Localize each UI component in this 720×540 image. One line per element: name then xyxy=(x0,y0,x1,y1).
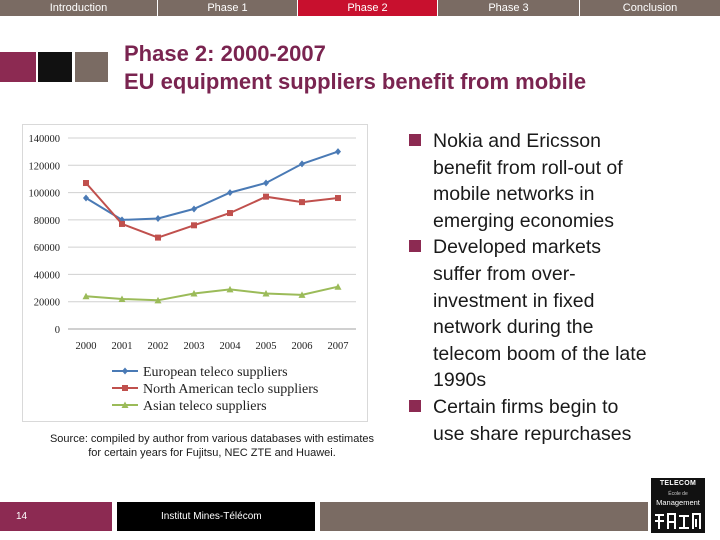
bullet-line: use share repurchases xyxy=(433,422,632,445)
chart-point-diamond xyxy=(83,194,89,202)
chart-x-tick-label: 2002 xyxy=(148,341,169,352)
chart-x-tick-label: 2005 xyxy=(256,341,277,352)
bullet-line: benefit from roll-out of xyxy=(433,156,623,179)
chart-point-square xyxy=(122,385,128,391)
chart-y-tick-label: 100000 xyxy=(29,189,61,200)
chart-series-line xyxy=(85,150,339,221)
chart-point-triangle xyxy=(226,285,234,293)
chart-series-line xyxy=(85,285,339,302)
chart-y-tick-label: 60000 xyxy=(34,243,60,254)
nav-tab-phase-2[interactable]: Phase 2 xyxy=(297,0,437,16)
chart-point-diamond xyxy=(263,179,269,187)
slide-title: Phase 2: 2000-2007 EU equipment supplier… xyxy=(124,40,714,96)
footer-page-number: 14 xyxy=(0,502,112,531)
chart-x-tick-label: 2004 xyxy=(220,341,242,352)
chart-point-triangle xyxy=(334,283,342,290)
chart-point-diamond xyxy=(119,216,125,224)
chart-point-diamond xyxy=(155,214,161,222)
telecom-management-logo: TELECOM École de Management xyxy=(651,478,705,533)
bullet-line: Certain firms begin to xyxy=(433,395,619,418)
decorative-block-black xyxy=(38,52,72,82)
chart-point-square xyxy=(119,220,125,227)
footer-fill-bar xyxy=(320,502,648,531)
top-navigation-bar: Introduction Phase 1 Phase 2 Phase 3 Con… xyxy=(0,0,720,16)
bullet-list: Nokia and Ericsson benefit from roll-out … xyxy=(406,128,706,447)
chart-y-tick-label: 140000 xyxy=(29,134,61,145)
footer-institution: Institut Mines-Télécom xyxy=(117,502,315,531)
bullet-line: network during the xyxy=(433,316,594,339)
source-note-line-1: Source: compiled by author from various … xyxy=(49,433,375,445)
chart-legend-label: North American teclo suppliers xyxy=(143,382,318,397)
source-note: Source: compiled by author from various … xyxy=(22,432,402,460)
chart-point-diamond xyxy=(227,189,233,197)
bullet-item: Developed markets suffer from over-invest… xyxy=(406,234,706,394)
chart-point-triangle xyxy=(82,292,90,300)
chart-point-triangle xyxy=(121,401,129,408)
decorative-block-purple xyxy=(0,52,36,82)
logo-line-management: Management xyxy=(656,498,700,507)
bullet-square-icon xyxy=(409,399,421,412)
chart-border xyxy=(22,124,368,422)
logo-line-ecole: École de xyxy=(668,491,688,497)
chart-point-triangle xyxy=(298,291,306,298)
chart-point-diamond xyxy=(335,148,341,156)
chart-y-tick-label: 80000 xyxy=(34,216,60,227)
chart-x-tick-label: 2003 xyxy=(184,341,205,352)
bullet-line: emerging economies xyxy=(433,209,615,232)
bullet-line: investment in fixed xyxy=(433,289,595,312)
chart-point-triangle xyxy=(118,295,126,302)
bullet-square-icon xyxy=(409,134,421,146)
bullet-line: mobile networks in xyxy=(433,183,595,206)
slide-title-line-1: Phase 2: 2000-2007 xyxy=(124,41,326,66)
decorative-block-gray xyxy=(75,52,108,82)
bullet-item: Nokia and Ericsson benefit from roll-out … xyxy=(406,128,706,234)
chart-point-square xyxy=(191,222,197,229)
chart-y-tick-label: 40000 xyxy=(34,270,60,281)
chart-legend-label: Asian teleco suppliers xyxy=(143,399,267,414)
chart-point-square xyxy=(335,195,341,202)
bullet-item: Certain firms begin to use share repurcha… xyxy=(406,394,706,447)
chart-point-square xyxy=(227,210,233,217)
chart-point-triangle xyxy=(262,290,270,297)
source-note-line-2: for certain years for Fujitsu, NEC ZTE a… xyxy=(88,447,336,459)
chart-point-square xyxy=(299,199,305,206)
logo-line-telecom: TELECOM xyxy=(659,480,697,487)
slide-title-line-2: EU equipment suppliers benefit from mobi… xyxy=(124,69,587,94)
nav-tab-conclusion[interactable]: Conclusion xyxy=(579,0,720,16)
chart-legend-label: European teleco suppliers xyxy=(143,365,288,380)
nav-tab-introduction[interactable]: Introduction xyxy=(0,0,157,16)
logo-mark-icon xyxy=(655,513,701,529)
chart-point-triangle xyxy=(154,296,162,304)
bullet-line: Developed markets xyxy=(433,236,601,259)
nav-tab-phase-3[interactable]: Phase 3 xyxy=(437,0,579,16)
chart-series-line xyxy=(85,182,339,239)
chart-point-square xyxy=(155,234,161,241)
chart-point-diamond xyxy=(191,205,197,213)
bullet-square-icon xyxy=(409,240,421,253)
chart-point-diamond xyxy=(122,367,128,375)
chart-x-tick-label: 2001 xyxy=(112,341,133,352)
bullet-line: telecom boom of the late xyxy=(433,342,647,365)
chart-y-tick-label: 0 xyxy=(55,325,60,336)
chart-point-triangle xyxy=(190,290,198,297)
bullet-line: 1990s xyxy=(433,369,487,392)
chart-x-tick-label: 2000 xyxy=(76,341,97,352)
chart-x-tick-label: 2007 xyxy=(328,341,349,352)
chart-point-square xyxy=(83,180,89,187)
nav-tab-phase-1[interactable]: Phase 1 xyxy=(157,0,297,16)
bullet-line: suffer from over- xyxy=(433,262,576,285)
chart-point-diamond xyxy=(299,160,305,168)
chart-point-square xyxy=(263,193,269,200)
chart-x-tick-label: 2006 xyxy=(292,341,313,352)
bullet-line: Nokia and Ericsson xyxy=(433,130,601,152)
supplier-revenue-line-chart: 0 20000 40000 60000 80000 100000 120000 140000 2… xyxy=(22,124,368,422)
chart-y-tick-label: 20000 xyxy=(34,298,60,309)
chart-y-tick-label: 120000 xyxy=(29,161,61,172)
